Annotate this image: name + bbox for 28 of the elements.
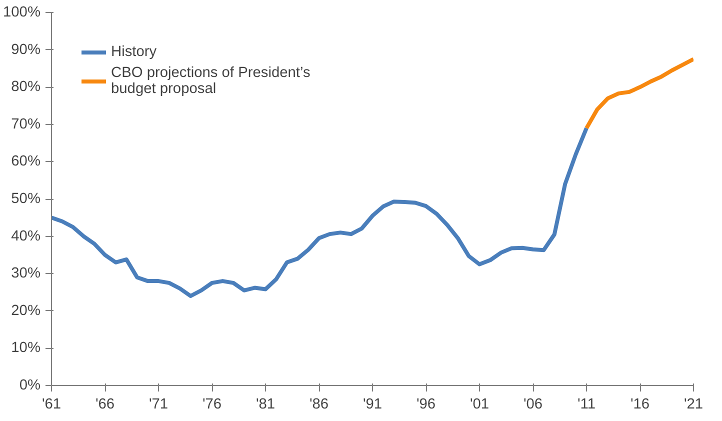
y-tick-label: 20% [11,302,41,319]
x-tick-label: '16 [630,396,650,412]
line-series [584,57,694,130]
x-tick-label: '01 [470,396,490,412]
y-tick-label: 100% [3,4,41,20]
y-tick-label: 60% [11,154,41,170]
line-series [52,126,588,298]
x-tick-label: '86 [309,396,329,412]
x-tick-label: '91 [362,396,382,412]
x-tick-label: '61 [42,396,62,412]
x-tick-label: '71 [148,396,168,412]
y-tick-label: 0% [19,378,41,394]
y-tick-label: 40% [11,228,41,244]
x-tick-label: '21 [684,396,704,412]
x-tick-label: '76 [202,396,222,412]
y-tick-label: 70% [11,116,41,132]
x-tick-label: '96 [416,396,436,412]
y-tick-label: 50% [11,191,41,207]
y-tick-label: 30% [11,266,41,282]
x-tick-label: '06 [523,396,543,412]
x-tick-label: '66 [95,396,115,412]
y-tick-label: 80% [11,79,41,96]
legend-label: CBO projections of President’s budget proposal [111,65,310,97]
legend-label: History [111,44,157,60]
y-tick-label: 90% [11,42,41,58]
x-tick-label: '81 [256,396,276,412]
y-tick-label: 10% [11,340,41,356]
x-tick-label: '11 [577,396,596,412]
